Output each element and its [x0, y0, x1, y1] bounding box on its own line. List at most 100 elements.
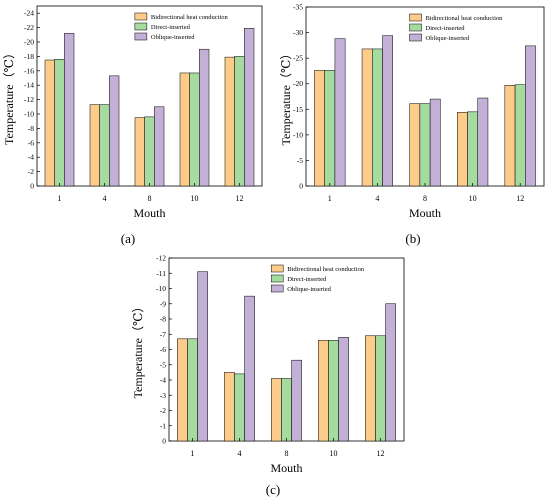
y-tick-label: -24 — [24, 9, 34, 18]
bar — [456, 112, 468, 187]
y-tick-label: 0 — [30, 182, 34, 191]
bar — [224, 372, 235, 442]
bar — [318, 340, 329, 442]
bar — [224, 56, 235, 187]
bar — [187, 338, 198, 442]
x-tick-label: 8 — [423, 194, 427, 203]
bar — [177, 338, 188, 442]
bar — [525, 45, 536, 187]
x-axis-label: Mouth — [409, 206, 441, 220]
y-tick-label: -18 — [24, 52, 34, 61]
legend-swatch — [134, 12, 148, 21]
panel-label: (a) — [121, 231, 135, 246]
x-tick-label: 1 — [328, 194, 332, 203]
bar — [281, 378, 292, 442]
bar — [514, 84, 526, 187]
y-tick-label: -12 — [156, 254, 166, 263]
legend-swatch — [409, 33, 422, 42]
y-tick-label: -35 — [293, 3, 303, 12]
bar — [244, 28, 255, 187]
legend-swatch — [270, 284, 284, 293]
legend-label: Oblique-inserted — [151, 34, 195, 41]
bar — [189, 72, 200, 187]
x-tick-label: 8 — [148, 194, 152, 203]
bar — [109, 75, 120, 187]
x-tick-label: 10 — [469, 194, 477, 203]
bar — [234, 373, 245, 442]
bar — [89, 104, 100, 187]
bar — [504, 84, 516, 187]
y-tick-label: -2 — [160, 406, 166, 415]
legend-swatch — [409, 13, 422, 22]
y-tick-label: -22 — [24, 23, 34, 32]
legend-label: Bidirectional heat conduction — [287, 266, 365, 273]
y-tick-label: -3 — [160, 391, 166, 400]
y-tick-label: -20 — [24, 38, 34, 47]
bar — [328, 340, 339, 442]
y-tick-label: -6 — [28, 138, 34, 147]
x-tick-label: 4 — [375, 194, 379, 203]
y-tick-label: -11 — [156, 269, 166, 278]
legend-label: Bidirectional heat conduction — [151, 14, 229, 21]
x-tick-label: 4 — [238, 449, 242, 458]
bar — [291, 359, 302, 442]
panel-label: (b) — [405, 231, 420, 246]
y-tick-label: 0 — [299, 182, 303, 191]
legend-label: Direct-inserted — [151, 24, 191, 31]
bar — [314, 70, 325, 187]
bar — [197, 271, 208, 442]
bar — [429, 98, 441, 187]
x-tick-label: 8 — [285, 449, 289, 458]
legend-swatch — [270, 264, 284, 273]
bar — [467, 111, 478, 187]
legend-swatch — [270, 274, 284, 283]
y-tick-label: -6 — [160, 345, 166, 354]
bar — [244, 295, 255, 442]
bar — [419, 103, 431, 187]
y-tick-label: -2 — [28, 167, 34, 176]
y-tick-label: -14 — [24, 81, 34, 90]
y-tick-label: -10 — [24, 110, 34, 119]
y-axis-label: Temperature（℃） — [279, 48, 293, 146]
bar — [385, 303, 396, 442]
bar — [324, 70, 336, 187]
y-axis-label: Temperature（℃） — [131, 301, 145, 399]
bar — [375, 335, 386, 442]
y-tick-label: -4 — [28, 153, 34, 162]
y-tick-label: -5 — [160, 360, 166, 369]
y-tick-label: -30 — [293, 28, 303, 37]
bar — [134, 117, 145, 187]
y-tick-label: -8 — [28, 124, 34, 133]
bar — [365, 335, 376, 442]
bar — [409, 103, 421, 187]
bar — [361, 48, 373, 187]
y-tick-label: -12 — [24, 95, 34, 104]
bar — [199, 48, 210, 187]
y-tick-label: -8 — [160, 315, 166, 324]
y-tick-label: -16 — [24, 66, 34, 75]
bar — [372, 48, 383, 187]
panel-label: (c) — [266, 482, 280, 497]
x-tick-label: 10 — [191, 194, 199, 203]
y-tick-label: -9 — [160, 299, 166, 308]
bar — [179, 72, 190, 187]
x-tick-label: 12 — [377, 449, 385, 458]
y-tick-label: -4 — [160, 376, 166, 385]
x-tick-label: 12 — [236, 194, 244, 203]
bar — [44, 59, 55, 187]
bar — [99, 104, 110, 187]
x-tick-label: 10 — [330, 449, 338, 458]
y-tick-label: -25 — [293, 54, 303, 63]
chart-panel-2: 0 -5 -10 -15 -20 -25 -30 -35 1 4 8 10 12 Mouth Tempera… — [279, 3, 545, 246]
y-tick-label: -5 — [297, 156, 303, 165]
legend-label: Bidirectional heat conduction — [426, 15, 504, 22]
legend-label: Direct-inserted — [287, 276, 327, 283]
y-tick-label: -10 — [156, 284, 166, 293]
y-tick-label: -7 — [160, 330, 166, 339]
y-tick-label: -1 — [160, 421, 166, 430]
y-tick-label: -15 — [293, 105, 303, 114]
legend-label: Oblique-inserted — [287, 286, 331, 293]
bar — [338, 337, 349, 442]
bar — [54, 59, 65, 187]
